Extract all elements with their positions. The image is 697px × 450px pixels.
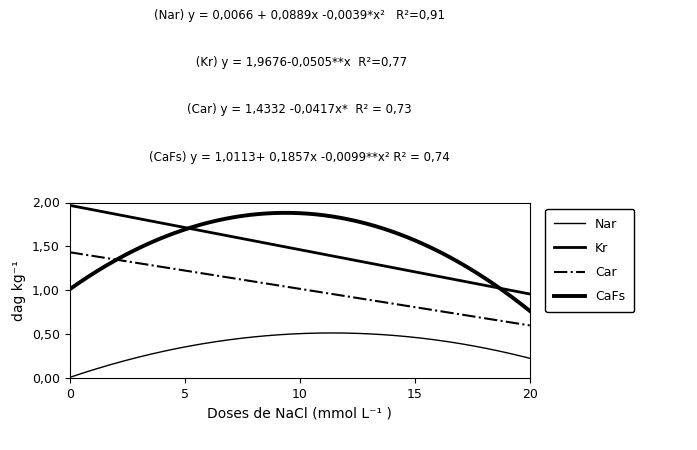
- Text: (Kr) y = 1,9676-0,0505**x  R²=0,77: (Kr) y = 1,9676-0,0505**x R²=0,77: [192, 56, 407, 69]
- CaFs: [285, 210, 293, 216]
- Nar: [286, 331, 295, 337]
- Kr: [286, 245, 295, 251]
- Car: [286, 285, 295, 290]
- Kr: [339, 256, 348, 261]
- CaFs: [281, 210, 289, 216]
- X-axis label: Doses de NaCl (mmol L⁻¹ ): Doses de NaCl (mmol L⁻¹ ): [207, 406, 392, 420]
- Text: (Car) y = 1,4332 -0,0417x*  R² = 0,73: (Car) y = 1,4332 -0,0417x* R² = 0,73: [187, 104, 412, 117]
- Car: [314, 289, 323, 295]
- CaFs: [315, 212, 323, 217]
- Car: [284, 284, 292, 290]
- Line: Car: Car: [70, 252, 530, 325]
- Nar: [515, 353, 523, 359]
- Legend: Nar, Kr, Car, CaFs: Nar, Kr, Car, CaFs: [545, 209, 634, 312]
- Nar: [314, 330, 323, 336]
- Line: Nar: Nar: [70, 333, 530, 378]
- Y-axis label: dag kg⁻¹: dag kg⁻¹: [13, 260, 26, 320]
- Car: [514, 321, 523, 326]
- CaFs: [443, 253, 452, 259]
- Nar: [526, 356, 534, 361]
- Nar: [443, 339, 452, 344]
- Nar: [284, 332, 292, 337]
- Nar: [328, 330, 336, 336]
- Nar: [340, 330, 348, 336]
- Nar: [66, 375, 74, 380]
- Text: (Nar) y = 0,0066 + 0,0889x -0,0039*x²   R²=0,91: (Nar) y = 0,0066 + 0,0889x -0,0039*x² R²…: [154, 9, 445, 22]
- Car: [339, 293, 348, 298]
- Kr: [526, 291, 534, 297]
- Car: [526, 323, 534, 328]
- Kr: [514, 289, 523, 295]
- Line: Kr: Kr: [70, 205, 530, 294]
- Kr: [66, 202, 74, 208]
- Car: [443, 310, 451, 315]
- CaFs: [526, 308, 534, 314]
- CaFs: [288, 210, 296, 216]
- Kr: [314, 251, 323, 256]
- CaFs: [515, 300, 523, 306]
- Text: (CaFs) y = 1,0113+ 0,1857x -0,0099**x² R² = 0,74: (CaFs) y = 1,0113+ 0,1857x -0,0099**x² R…: [149, 151, 450, 164]
- CaFs: [340, 216, 348, 221]
- Kr: [443, 275, 451, 281]
- Line: CaFs: CaFs: [70, 213, 530, 311]
- Car: [66, 250, 74, 255]
- CaFs: [66, 287, 74, 292]
- Kr: [284, 245, 292, 250]
